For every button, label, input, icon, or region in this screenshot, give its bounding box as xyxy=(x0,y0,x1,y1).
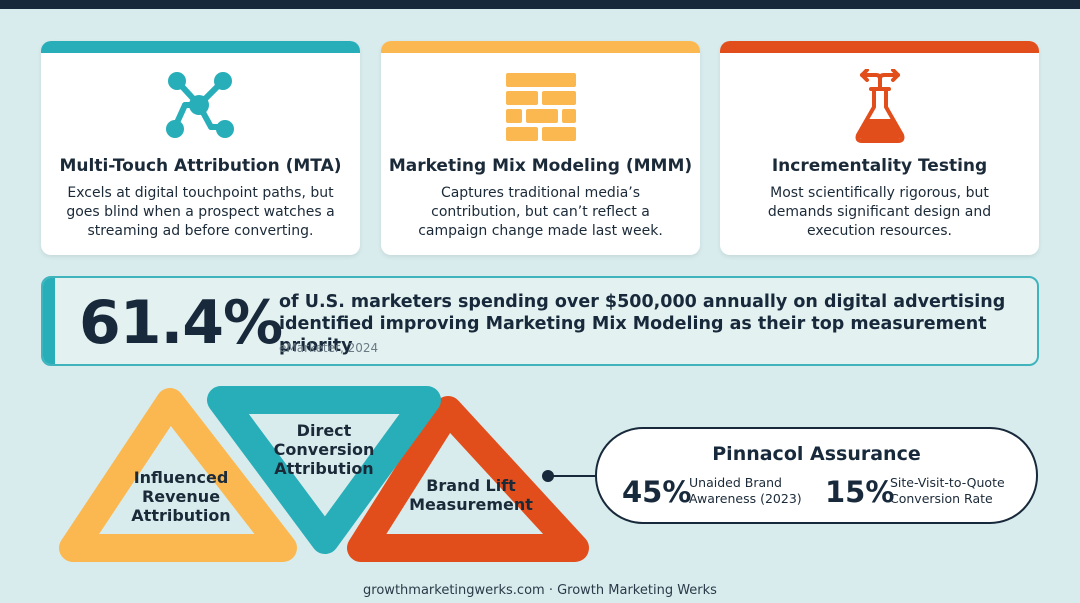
triangle-direct-conversion xyxy=(207,386,441,554)
triangle-brand-lift xyxy=(347,396,589,562)
metric-value: 15% xyxy=(825,475,895,509)
card-description: Excels at digital touchpoint paths, but … xyxy=(66,185,335,239)
footer-credit: growthmarketingwerks.com · Growth Market… xyxy=(363,583,717,598)
metric-value: 45% xyxy=(622,475,692,509)
attribution-triangles xyxy=(59,386,589,562)
card-title: Marketing Mix Modeling (MMM) xyxy=(388,156,693,176)
card-title: Incrementality Testing xyxy=(771,156,988,176)
triangle-label-brand-lift: Brand Lift Measurement xyxy=(409,476,533,514)
stat-source: eMarketer, 2024 xyxy=(279,341,379,355)
brick-wall-icon xyxy=(381,69,700,145)
card-mmm: Marketing Mix Modeling (MMM) Captures tr… xyxy=(381,41,700,255)
network-nodes-icon xyxy=(41,69,360,145)
triangle-label-direct-conversion: Direct Conversion Attribution xyxy=(273,421,375,478)
top-bar xyxy=(0,0,1080,9)
card-stripe xyxy=(720,41,1039,53)
card-incrementality: Incrementality Testing Most scientifical… xyxy=(720,41,1039,255)
case-study-box: Pinnacol Assurance 45% Unaided Brand Awa… xyxy=(595,427,1038,524)
metric-label-line: Awareness (2023) xyxy=(689,491,802,506)
flask-icon xyxy=(720,69,1039,145)
card-title: Multi-Touch Attribution (MTA) xyxy=(59,156,342,176)
connector-line xyxy=(542,470,598,482)
case-study-title: Pinnacol Assurance xyxy=(712,443,921,465)
card-stripe xyxy=(41,41,360,53)
card-mta: Multi-Touch Attribution (MTA) Excels at … xyxy=(41,41,360,255)
stat-banner: 61.4% of U.S. marketers spending over $5… xyxy=(41,276,1039,366)
card-description: Captures traditional media’s contributio… xyxy=(418,185,663,239)
stat-accent-bar xyxy=(43,278,55,364)
triangle-label-influenced-revenue: Influenced Revenue Attribution xyxy=(131,468,231,525)
metric-label: Site-Visit-to-Quote Conversion Rate xyxy=(890,475,1005,507)
metric-label-line: Site-Visit-to-Quote xyxy=(890,475,1005,490)
card-stripe xyxy=(381,41,700,53)
card-description: Most scientifically rigorous, but demand… xyxy=(767,185,992,239)
metric-label-line: Unaided Brand xyxy=(689,475,782,490)
stat-text: of U.S. marketers spending over $500,000… xyxy=(279,292,1006,356)
metric-label: Unaided Brand Awareness (2023) xyxy=(689,475,802,507)
stat-value: 61.4% xyxy=(79,288,283,358)
triangle-influenced-revenue xyxy=(59,388,297,562)
metric-label-line: Conversion Rate xyxy=(890,491,993,506)
